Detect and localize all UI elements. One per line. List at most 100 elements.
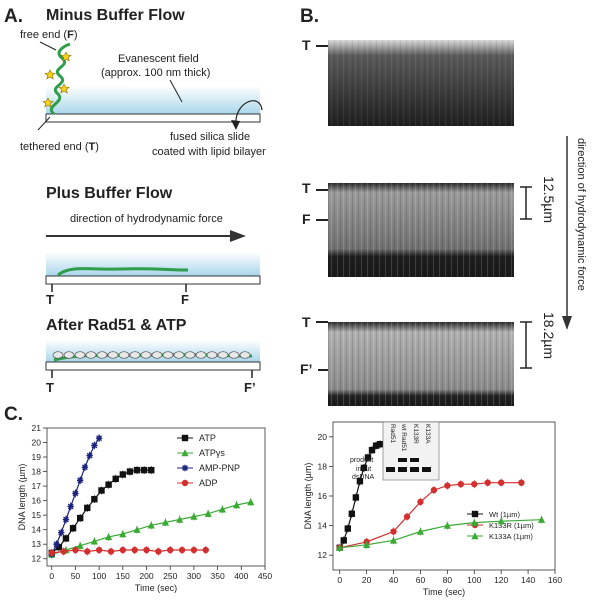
y-tick-label: 20 xyxy=(32,438,42,448)
data-point xyxy=(148,466,155,474)
rad51-filament xyxy=(52,351,251,359)
length-label-1: 12.5µm xyxy=(541,176,557,223)
data-point xyxy=(107,548,115,555)
data-point xyxy=(430,486,438,494)
plot-frame xyxy=(46,427,266,567)
img2-f-label: F xyxy=(302,211,311,227)
evanescent-field xyxy=(46,86,260,114)
y-tick-label: 12 xyxy=(32,554,42,564)
silica-slide xyxy=(45,113,261,123)
x-tick-label: 160 xyxy=(548,575,562,585)
rad51-bead xyxy=(195,351,207,359)
data-point xyxy=(471,480,478,488)
panel-a-label: A. xyxy=(4,6,23,27)
data-point xyxy=(140,466,148,474)
data-point xyxy=(178,546,186,554)
x-tick-label: 400 xyxy=(234,571,248,581)
x-tick-label: 200 xyxy=(139,571,153,581)
evanescent-pointer xyxy=(169,79,183,103)
data-point xyxy=(84,504,91,512)
data-point xyxy=(62,516,70,523)
data-point xyxy=(126,468,134,475)
direction-label: direction of hydrodynamic force xyxy=(70,213,223,225)
data-point xyxy=(390,528,397,535)
data-point xyxy=(389,536,398,544)
data-point xyxy=(181,434,189,442)
data-point xyxy=(105,533,113,541)
x-tick-label: 40 xyxy=(389,575,399,585)
data-point xyxy=(76,514,84,522)
plus-buffer-title: Plus Buffer Flow xyxy=(46,185,173,202)
gel-bands xyxy=(386,458,431,472)
rad51-bead xyxy=(107,351,119,359)
gel-col-k133a: K133A xyxy=(424,424,431,444)
rad51-f-label: F’ xyxy=(244,380,256,395)
data-point xyxy=(444,482,451,489)
data-point xyxy=(176,515,184,523)
img3-t-label: T xyxy=(302,314,311,330)
panel-b-label: B. xyxy=(300,6,319,27)
data-point xyxy=(364,454,372,461)
legend-label: AMP-PNP xyxy=(199,463,240,473)
x-tick-label: 0 xyxy=(49,571,54,581)
data-point xyxy=(537,515,546,523)
x-tick-label: 150 xyxy=(116,571,130,581)
rad51-bead xyxy=(118,351,130,359)
data-point xyxy=(416,527,425,535)
length-bracket-2 xyxy=(520,321,532,369)
data-point xyxy=(60,548,67,555)
data-point xyxy=(471,532,479,540)
data-point xyxy=(372,442,380,449)
slide-label-1: fused silica slide xyxy=(170,131,250,143)
data-point xyxy=(471,510,479,518)
y-tick-label: 19 xyxy=(32,452,42,462)
length-bracket-1 xyxy=(520,186,532,220)
data-point xyxy=(218,505,226,513)
data-point xyxy=(352,494,360,501)
y-axis-label: DNA length (µm) xyxy=(303,463,313,530)
data-point xyxy=(161,518,170,526)
data-point xyxy=(336,544,344,551)
data-point xyxy=(417,498,424,506)
x-axis-label: Time (sec) xyxy=(135,583,177,593)
silica-slide-3 xyxy=(45,361,261,371)
data-point xyxy=(470,518,478,526)
gel-col-k133r: K133R xyxy=(412,424,419,444)
y-tick-label: 13 xyxy=(32,539,42,549)
gel-row-product: product xyxy=(350,457,373,464)
rad51-bead xyxy=(228,351,240,359)
data-point xyxy=(84,548,91,555)
gel-col-wt: wt Rad51 xyxy=(400,423,407,452)
legend-label: ATP xyxy=(199,433,216,443)
y-tick-label: 14 xyxy=(32,525,42,535)
length-label-2: 18.2µm xyxy=(541,312,557,359)
data-point xyxy=(76,477,84,484)
gel-row-dsdna: dsDNA xyxy=(352,474,375,481)
data-point xyxy=(119,546,127,554)
plus-t-label: T xyxy=(46,292,54,307)
data-point xyxy=(167,546,174,554)
data-point xyxy=(58,529,65,536)
chart-rad51-mutants: 0 20 40 60 80 100 120 140 160 12 14 16 18 20 Time (sec… xyxy=(303,421,562,597)
y-tick-label: 18 xyxy=(318,461,328,471)
data-point xyxy=(95,434,103,442)
rad51-bead xyxy=(162,351,174,359)
x-tick-label: 80 xyxy=(443,575,453,585)
data-point xyxy=(247,498,255,506)
data-point xyxy=(376,441,384,448)
side-direction-label: direction of hydrodynamic force xyxy=(575,138,587,291)
data-point xyxy=(143,546,150,554)
rad51-bead xyxy=(63,351,75,359)
data-point xyxy=(133,466,141,474)
evanescent-field-2 xyxy=(46,252,260,276)
rad51-bead xyxy=(206,351,218,359)
slide-label-2: coated with lipid bilayer xyxy=(152,146,266,158)
x-axis-label: Time (sec) xyxy=(423,587,465,597)
y-tick-label: 16 xyxy=(32,496,42,506)
x-tick-label: 0 xyxy=(337,575,342,585)
data-point xyxy=(90,537,98,545)
x-tick-label: 300 xyxy=(187,571,201,581)
y-tick-label: 12 xyxy=(318,550,328,560)
rad51-bead xyxy=(85,351,97,359)
minus-buffer-title: Minus Buffer Flow xyxy=(46,7,185,24)
